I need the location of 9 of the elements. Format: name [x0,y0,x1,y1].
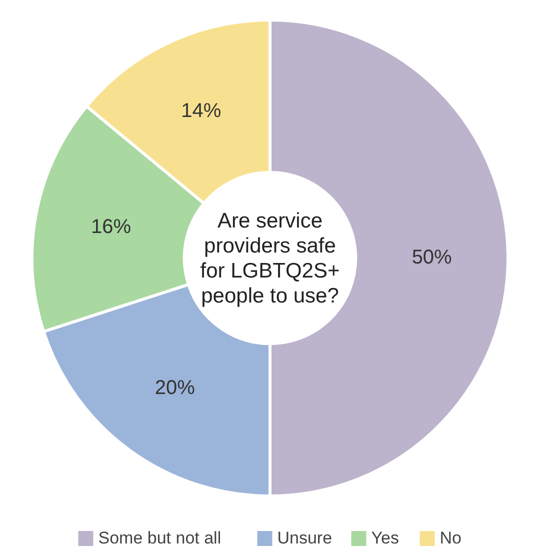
data-label: 50% [412,246,452,268]
data-label: 16% [91,216,132,238]
data-label: 20% [154,377,196,400]
legend-label: No [440,528,462,548]
text: Are service providers safe for LGBTQ2S+ people to use? [200,210,340,308]
legend-label: Yes [371,528,399,548]
legend-label: Some but not all [98,528,222,548]
data-label: 14% [181,100,222,122]
legend-label: Unsure [277,528,332,548]
